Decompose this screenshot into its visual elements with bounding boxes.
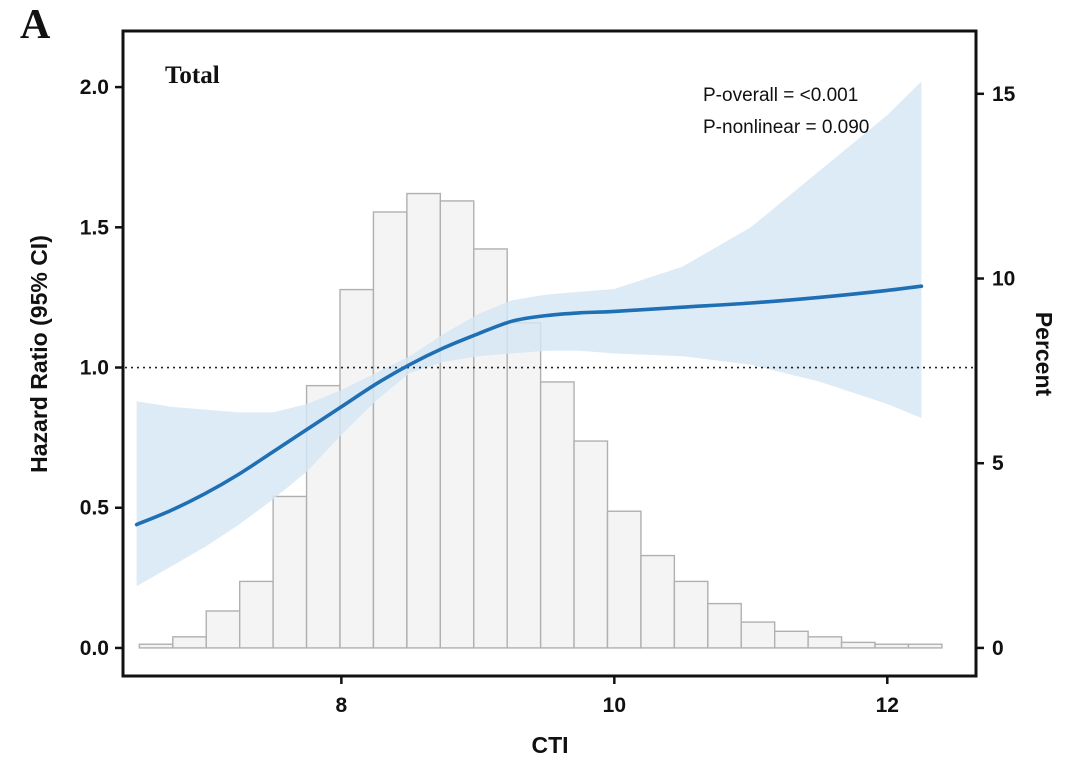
histogram-bar bbox=[640, 554, 676, 649]
histogram-bar bbox=[707, 602, 742, 649]
panel-label: A bbox=[20, 2, 51, 48]
chart-title: Total bbox=[165, 62, 220, 89]
x-tick-label: 10 bbox=[603, 694, 626, 717]
histogram-bar bbox=[506, 322, 542, 649]
plot-frame bbox=[121, 29, 978, 678]
histogram-bar bbox=[172, 636, 207, 649]
histogram-bar bbox=[272, 495, 308, 649]
histogram-bar bbox=[840, 641, 876, 649]
histogram-bar bbox=[606, 510, 642, 649]
histogram-bar bbox=[874, 643, 910, 649]
p-overall-annotation: P-overall = <0.001 bbox=[703, 85, 858, 106]
x-tick-label: 8 bbox=[336, 694, 348, 717]
y-axis-label-left: Hazard Ratio (95% CI) bbox=[26, 235, 52, 473]
ci-band bbox=[136, 81, 922, 587]
x-tick-label: 12 bbox=[876, 694, 899, 717]
y-tick-label: 1.5 bbox=[80, 216, 110, 239]
histogram-bar bbox=[673, 580, 709, 649]
y2-tick-label: 15 bbox=[992, 83, 1016, 106]
histogram-bar bbox=[138, 643, 174, 649]
hazard-ratio-curve bbox=[134, 284, 924, 527]
y-axis-right: 0 5 10 15 bbox=[976, 83, 1016, 660]
histogram-bar bbox=[573, 440, 609, 649]
histogram-bar bbox=[372, 211, 408, 649]
plot-area bbox=[121, 29, 978, 678]
histogram-bar bbox=[238, 580, 274, 649]
p-nonlinear-annotation: P-nonlinear = 0.090 bbox=[703, 117, 869, 138]
histogram-bar bbox=[339, 288, 375, 649]
y2-tick-label: 5 bbox=[992, 452, 1004, 475]
histogram-bar bbox=[773, 630, 809, 649]
histogram bbox=[138, 192, 943, 649]
histogram-bar bbox=[439, 200, 475, 649]
y-axis-label-right: Percent bbox=[1031, 312, 1057, 397]
y2-tick-label: 10 bbox=[992, 268, 1015, 291]
x-axis-label: CTI bbox=[531, 732, 568, 758]
y-tick-label: 0.0 bbox=[80, 637, 109, 660]
hr-line bbox=[134, 284, 924, 527]
y2-tick-label: 0 bbox=[992, 637, 1004, 660]
histogram-bar bbox=[205, 610, 241, 649]
histogram-bar bbox=[406, 192, 442, 649]
y-tick-label: 2.0 bbox=[80, 76, 109, 99]
histogram-bar bbox=[740, 621, 776, 649]
x-axis: 8 10 12 bbox=[336, 676, 899, 717]
histogram-bar bbox=[907, 643, 943, 649]
y-axis-left: 0.0 0.5 1.0 1.5 2.0 bbox=[80, 76, 123, 660]
confidence-band bbox=[136, 81, 922, 587]
y-tick-label: 0.5 bbox=[80, 497, 110, 520]
histogram-bar bbox=[539, 381, 575, 649]
histogram-bar bbox=[807, 636, 843, 649]
y-tick-label: 1.0 bbox=[80, 357, 109, 380]
